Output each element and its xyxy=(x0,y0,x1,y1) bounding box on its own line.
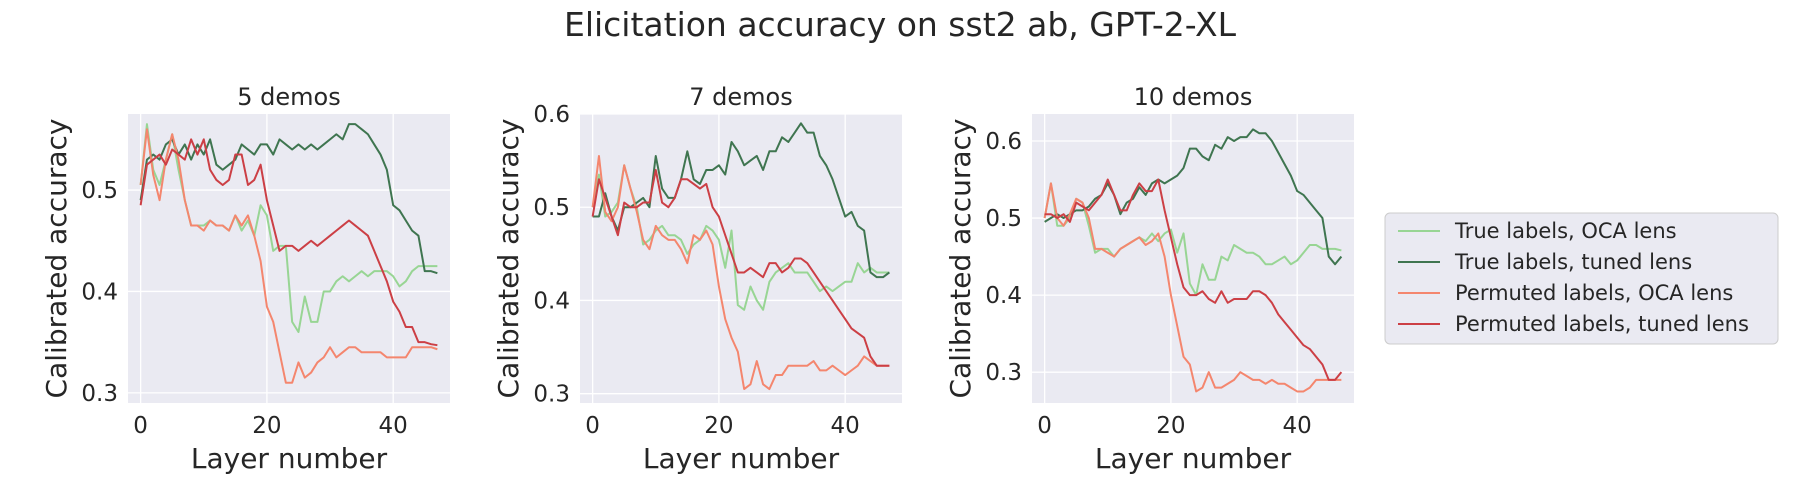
y-tick-label: 0.3 xyxy=(81,381,118,407)
series-line-perm-tuned xyxy=(1044,178,1343,381)
x-tick-label: 40 xyxy=(831,413,860,439)
series-line-perm-oca xyxy=(139,128,438,384)
series-line-perm-oca xyxy=(1043,182,1342,393)
plot-area xyxy=(580,114,902,403)
panel-10-demos: 0 20 400.30.40.50.6 10 demos Layer number … xyxy=(944,83,1354,475)
x-tick-label: 40 xyxy=(1283,413,1312,439)
x-tick-label: 20 xyxy=(252,413,281,439)
x-tick-label: 0 xyxy=(585,413,600,439)
y-tick-label: 0.3 xyxy=(533,382,570,408)
plot-area xyxy=(128,114,450,403)
grid-lines xyxy=(128,114,450,403)
legend-box xyxy=(1384,212,1779,345)
y-tick-label: 0.5 xyxy=(985,206,1022,232)
y-axis-label: Calibrated accuracy xyxy=(40,119,73,399)
tick-labels: 0 20 40 0.3 0.4 0.5 0.6 xyxy=(985,129,1311,439)
legend: True labels, OCA lens True labels, tuned… xyxy=(1384,212,1779,345)
figure-title: Elicitation accuracy on sst2 ab, GPT-2-X… xyxy=(564,5,1237,44)
x-axis-label: Layer number xyxy=(1095,442,1292,475)
x-tick-label: 0 xyxy=(133,413,148,439)
panel-7-demos: 0 20 40 0.3 0.4 0.5 0.6 7 demos Layer number C… xyxy=(492,83,902,475)
y-tick-label: 0.4 xyxy=(533,288,570,314)
x-tick-label: 20 xyxy=(704,413,733,439)
series-line-perm-tuned xyxy=(139,138,438,347)
panel-5-demos: 0 20 40 0.3 0.4 0.5 5 demos Layer number Cali… xyxy=(40,83,450,475)
y-tick-label: 0.6 xyxy=(533,102,570,128)
y-tick-label: 0.5 xyxy=(81,178,118,204)
legend-label: True labels, OCA lens xyxy=(1454,219,1677,243)
y-tick-label: 0.3 xyxy=(985,360,1022,386)
x-axis-label: Layer number xyxy=(643,442,840,475)
legend-label: Permuted labels, tuned lens xyxy=(1455,312,1749,336)
panel-title: 7 demos xyxy=(689,83,792,111)
tick-labels: 0 20 40 0.3 0.4 0.5 xyxy=(81,178,407,439)
x-tick-label: 40 xyxy=(379,413,408,439)
y-axis-label: Calibrated accuracy xyxy=(944,119,977,399)
plot-area xyxy=(1032,114,1354,403)
panel-title: 5 demos xyxy=(237,83,340,111)
y-tick-label: 0.5 xyxy=(533,195,570,221)
series-line-perm-oca xyxy=(591,154,890,391)
series-group xyxy=(1043,128,1343,393)
legend-label: Permuted labels, OCA lens xyxy=(1455,281,1733,305)
x-tick-label: 0 xyxy=(1037,413,1052,439)
series-line-true-tuned xyxy=(592,122,890,279)
y-tick-label: 0.6 xyxy=(985,129,1022,155)
series-line-true-tuned xyxy=(1044,128,1343,266)
y-tick-label: 0.4 xyxy=(81,279,118,305)
y-axis-label: Calibrated accuracy xyxy=(492,119,525,399)
series-line-true-tuned xyxy=(139,123,438,275)
y-tick-label: 0.4 xyxy=(985,283,1022,309)
x-tick-label: 20 xyxy=(1156,413,1185,439)
legend-label: True labels, tuned lens xyxy=(1454,250,1692,274)
grid-lines xyxy=(1032,114,1354,403)
series-group xyxy=(139,123,438,384)
series-group xyxy=(591,122,890,391)
tick-labels: 0 20 40 0.3 0.4 0.5 0.6 xyxy=(533,102,859,439)
series-line-perm-tuned xyxy=(591,168,890,367)
x-axis-label: Layer number xyxy=(191,442,388,475)
panel-title: 10 demos xyxy=(1134,83,1253,111)
